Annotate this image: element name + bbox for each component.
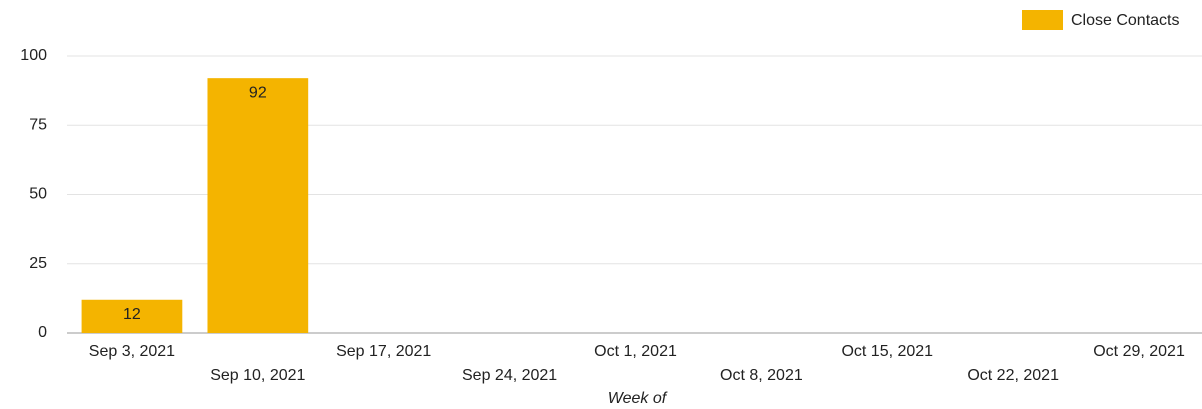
x-tick-label: Oct 29, 2021 [1093, 343, 1185, 360]
x-tick-label: Oct 1, 2021 [594, 343, 677, 360]
y-tick-label: 0 [38, 324, 47, 341]
y-tick-label: 50 [29, 186, 47, 203]
legend-label: Close Contacts [1071, 12, 1180, 29]
x-tick-label: Sep 24, 2021 [462, 367, 557, 384]
data-label: 92 [249, 84, 267, 101]
x-tick-label: Oct 15, 2021 [841, 343, 933, 360]
x-tick-label: Sep 17, 2021 [336, 343, 431, 360]
y-tick-label: 100 [20, 47, 47, 64]
legend-swatch [1022, 10, 1063, 30]
x-tick-label: Oct 22, 2021 [967, 367, 1059, 384]
data-label: 12 [123, 306, 141, 323]
y-tick-label: 75 [29, 116, 47, 133]
bar [81, 299, 183, 333]
x-tick-label: Sep 10, 2021 [210, 367, 305, 384]
x-tick-label: Oct 8, 2021 [720, 367, 803, 384]
x-axis-title: Week of [608, 390, 668, 407]
bar [207, 78, 309, 333]
y-tick-label: 25 [29, 255, 47, 272]
x-tick-label: Sep 3, 2021 [89, 343, 175, 360]
